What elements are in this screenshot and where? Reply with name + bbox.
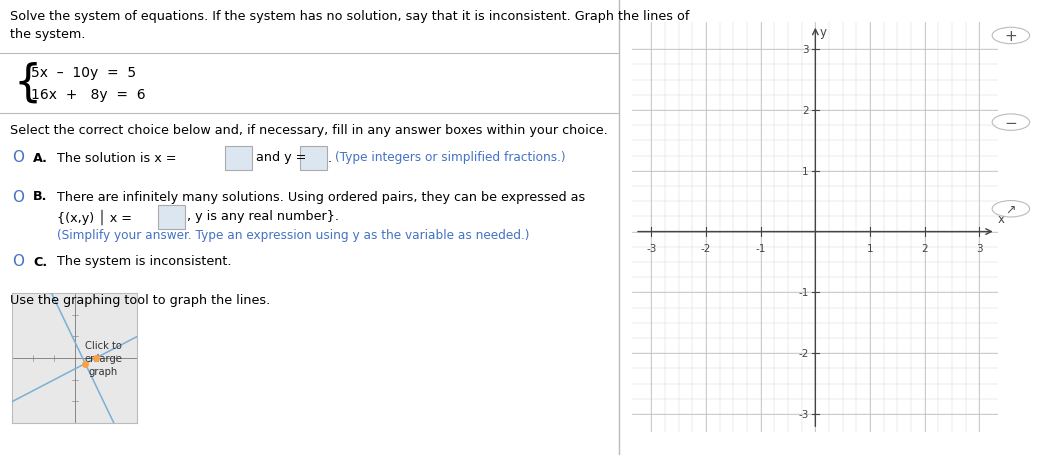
- Text: .: .: [328, 151, 332, 164]
- Text: (Simplify your answer. Type an expression using y as the variable as needed.): (Simplify your answer. Type an expressio…: [57, 229, 529, 242]
- Text: {: {: [14, 62, 42, 105]
- Text: 16x  +   8y  =  6: 16x + 8y = 6: [31, 88, 146, 102]
- Text: −: −: [1005, 116, 1017, 130]
- Text: The solution is x =: The solution is x =: [57, 151, 177, 164]
- Text: 1: 1: [802, 167, 809, 177]
- Text: (Type integers or simplified fractions.): (Type integers or simplified fractions.): [335, 151, 566, 164]
- Text: 2: 2: [921, 243, 928, 253]
- Text: 2: 2: [802, 106, 809, 116]
- Text: -2: -2: [799, 349, 809, 359]
- Text: ↗: ↗: [1006, 203, 1016, 216]
- Text: y: y: [820, 26, 826, 39]
- Text: O: O: [12, 254, 25, 269]
- Text: -3: -3: [646, 243, 656, 253]
- Text: Solve the system of equations. If the system has no solution, say that it is inc: Solve the system of equations. If the sy…: [10, 10, 690, 41]
- Text: B.: B.: [33, 190, 48, 203]
- Text: {(x,y) │ x =: {(x,y) │ x =: [57, 209, 132, 224]
- Text: -1: -1: [755, 243, 765, 253]
- Text: The system is inconsistent.: The system is inconsistent.: [57, 255, 232, 268]
- Text: C.: C.: [33, 255, 48, 268]
- Text: 1: 1: [866, 243, 874, 253]
- Text: and y =: and y =: [256, 151, 306, 164]
- Text: -2: -2: [701, 243, 711, 253]
- Text: -1: -1: [799, 288, 809, 298]
- Text: Select the correct choice below and, if necessary, fill in any answer boxes with: Select the correct choice below and, if …: [10, 124, 608, 136]
- Text: O: O: [12, 150, 25, 165]
- Text: Click to
enlarge
graph: Click to enlarge graph: [84, 340, 123, 376]
- Text: 5x  –  10y  =  5: 5x – 10y = 5: [31, 66, 136, 80]
- Text: x: x: [997, 213, 1005, 226]
- Text: 3: 3: [976, 243, 983, 253]
- Text: There are infinitely many solutions. Using ordered pairs, they can be expressed : There are infinitely many solutions. Usi…: [57, 190, 586, 203]
- Text: O: O: [12, 189, 25, 204]
- Text: 3: 3: [802, 45, 809, 55]
- Text: , y is any real number}.: , y is any real number}.: [187, 210, 339, 223]
- Text: Use the graphing tool to graph the lines.: Use the graphing tool to graph the lines…: [10, 293, 270, 306]
- Text: +: +: [1005, 29, 1017, 44]
- Text: -3: -3: [799, 409, 809, 419]
- Text: A.: A.: [33, 151, 48, 164]
